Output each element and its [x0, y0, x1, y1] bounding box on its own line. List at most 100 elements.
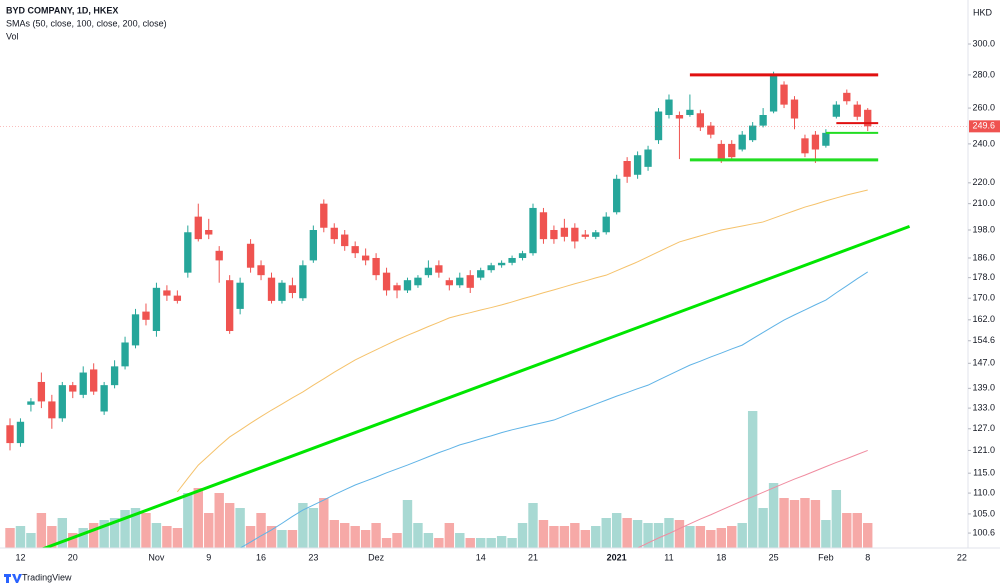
x-tick-label: 25 — [769, 552, 779, 562]
volume-bar — [821, 520, 831, 548]
candle-body — [654, 111, 663, 141]
volume-bar — [57, 518, 68, 548]
x-tick-label: 14 — [476, 552, 486, 562]
volume-bar — [256, 513, 266, 548]
candle-body — [361, 255, 370, 261]
volume-bar — [423, 533, 434, 548]
candle-body — [633, 155, 642, 175]
volume-bar — [392, 533, 402, 548]
candle-body — [257, 265, 265, 276]
candle-body — [330, 227, 338, 240]
indicator-legend: SMAs (50, close, 100, close, 200, close) — [6, 18, 167, 28]
candle-body — [864, 109, 872, 127]
x-tick-label: 9 — [206, 552, 211, 562]
candle-body — [780, 84, 788, 105]
volume-bar — [716, 528, 726, 548]
y-tick-label: 139.0 — [972, 383, 995, 393]
candle-body — [759, 115, 767, 126]
y-tick-label: 133.0 — [972, 402, 995, 412]
candle-body — [571, 227, 579, 242]
candle-body — [644, 149, 652, 167]
candle-body — [69, 385, 77, 392]
volume-bar — [789, 500, 800, 548]
candle-body — [592, 232, 600, 237]
candle-body — [707, 125, 715, 135]
candle-body — [822, 132, 830, 146]
sma-line — [176, 189, 868, 493]
candle-body — [236, 282, 244, 309]
y-tick-label: 170.0 — [972, 293, 995, 303]
candle-body — [508, 257, 516, 263]
volume-bar — [580, 530, 591, 548]
volume-bar — [747, 411, 758, 548]
volume-bar — [685, 526, 695, 548]
chart-title: BYD COMPANY, 1D, HKEX — [6, 5, 118, 15]
candle-body — [728, 143, 736, 158]
volume-bar — [831, 490, 842, 548]
volume-bar — [88, 523, 99, 548]
candle-body — [299, 265, 307, 299]
candle-body — [686, 109, 694, 116]
candle-body — [278, 282, 286, 301]
candle-body — [225, 280, 234, 332]
candle-body — [184, 232, 192, 273]
volume-bar — [528, 503, 538, 548]
y-tick-label: 154.6 — [972, 335, 995, 345]
sma-line — [239, 271, 868, 548]
volume-bar — [622, 518, 632, 548]
candle-body — [110, 366, 119, 386]
y-tick-label: 240.0 — [972, 138, 995, 148]
y-tick-label: 127.0 — [972, 423, 995, 433]
x-tick-label: 8 — [865, 552, 870, 562]
candle-body — [738, 134, 746, 150]
candle-body — [529, 207, 537, 254]
x-tick-label: 16 — [256, 552, 266, 562]
volume-bar — [340, 523, 350, 548]
volume-bar — [434, 538, 444, 548]
volume-bar — [486, 538, 496, 548]
volume-bar — [308, 508, 319, 548]
candle-body — [832, 104, 841, 117]
axes: 300.0 280.0 260.0 240.0 220.0 210.0 198.0 186.0… — [15, 38, 995, 562]
volume-bar — [402, 500, 413, 548]
y-tick-label: 121.0 — [972, 445, 995, 455]
volume-bar — [507, 538, 517, 548]
candle-body — [393, 285, 401, 291]
candle-body — [487, 265, 495, 271]
candle-body — [58, 385, 66, 419]
volume-bar — [266, 526, 277, 548]
candle-body — [518, 253, 527, 258]
y-tick-label: 260.0 — [972, 102, 995, 112]
candle-body — [675, 115, 684, 119]
candle-body — [403, 280, 412, 291]
candle-body — [623, 161, 631, 177]
candle-body — [320, 203, 328, 228]
volume-bar — [350, 526, 360, 548]
candle-body — [456, 277, 464, 286]
candle-body — [717, 143, 725, 160]
y-tick-label: 115.0 — [973, 468, 995, 478]
volume-bar — [768, 483, 779, 548]
candle-body — [853, 104, 861, 117]
volume-bar — [863, 523, 873, 548]
x-tick-label: 12 — [15, 552, 25, 562]
candle-body — [665, 99, 673, 116]
candle-body — [843, 92, 851, 102]
y-tick-label: 162.0 — [972, 314, 995, 324]
volume-bar — [727, 526, 737, 548]
candle-body — [748, 125, 757, 141]
volume-bar — [26, 533, 36, 548]
x-tick-label: Feb — [818, 552, 834, 562]
y-tick-label: 147.0 — [972, 358, 995, 368]
x-tick-label: 18 — [716, 552, 726, 562]
candle-body — [602, 216, 610, 233]
volume-bar — [99, 520, 109, 548]
candle-body — [769, 74, 778, 112]
volume-bar — [601, 518, 611, 548]
drawing-line — [40, 224, 911, 548]
x-tick-label: 22 — [957, 552, 967, 562]
candle-body — [215, 250, 223, 261]
volume-bar — [413, 523, 423, 548]
volume-bar — [852, 513, 862, 548]
candle-body — [309, 229, 318, 261]
